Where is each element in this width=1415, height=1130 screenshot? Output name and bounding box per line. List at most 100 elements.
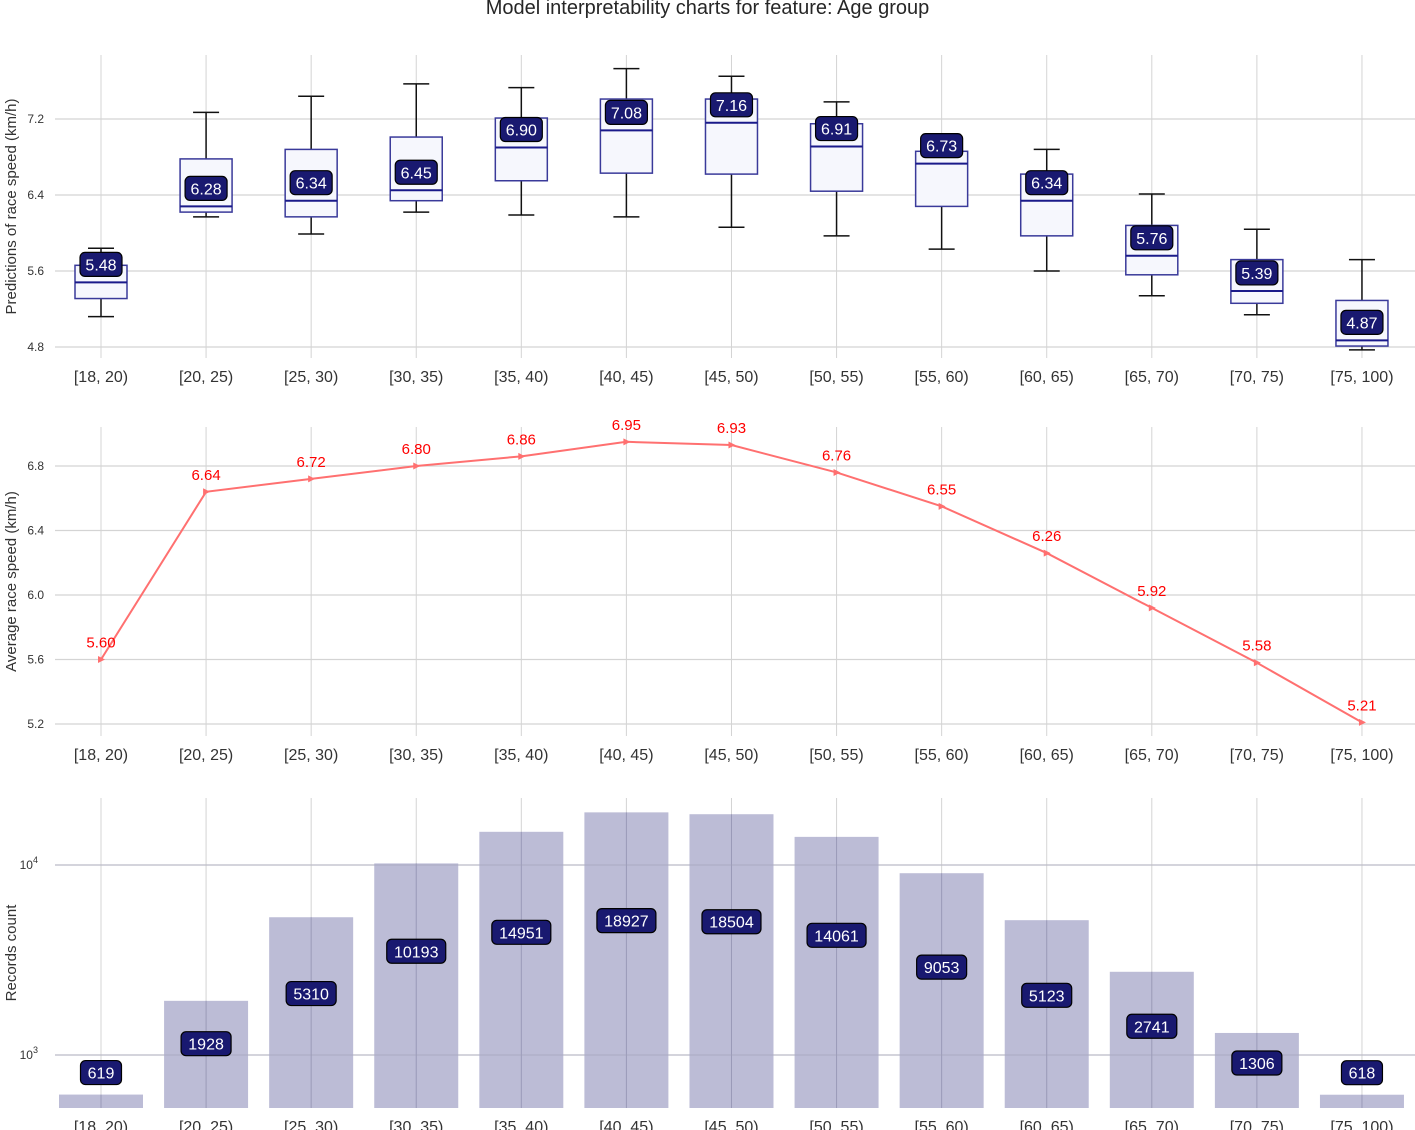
box-2: 6.34 (284, 95, 338, 235)
x-tick-label: [55, 60) (915, 1119, 969, 1130)
count-label-bg (596, 908, 657, 934)
median-label-bg (709, 92, 754, 118)
count-label-bg (386, 938, 447, 964)
count-label-bg (916, 954, 968, 980)
median-label: 6.90 (506, 123, 537, 140)
median-label-bg (604, 99, 649, 126)
x-tick-label: [18, 20) (74, 369, 128, 386)
value-label: 6.80 (402, 441, 431, 458)
count-label-bg (1340, 1060, 1384, 1086)
y-tick-exponent: 3 (33, 1045, 38, 1055)
x-tick-label: [75, 100) (1330, 1119, 1393, 1130)
x-tick-label: [70, 75) (1230, 369, 1284, 386)
y-axis-label: Average race speed (km/h) (3, 491, 20, 672)
count-label: 2741 (1134, 1019, 1170, 1036)
box-3: 6.45 (389, 83, 443, 213)
median-label: 6.91 (821, 122, 852, 139)
count-label: 5123 (1029, 988, 1065, 1005)
y-axis-label: Predictions of race speed (km/h) (3, 99, 20, 315)
count-label: 14061 (814, 928, 859, 945)
x-tick-label: [70, 75) (1230, 1119, 1284, 1130)
value-label: 6.93 (717, 420, 746, 437)
x-tick-label: [45, 50) (704, 1119, 758, 1130)
box-5: 7.08 (599, 67, 654, 218)
x-tick-label: [50, 55) (809, 747, 863, 764)
x-tick-label: [45, 50) (704, 747, 758, 764)
x-tick-label: [40, 45) (599, 369, 653, 386)
x-tick-label: [70, 75) (1230, 747, 1284, 764)
line-marker (833, 468, 841, 476)
x-tick-label: [50, 55) (809, 369, 863, 386)
x-tick-label: [75, 100) (1330, 747, 1393, 764)
value-label: 6.76 (822, 447, 851, 464)
median-label-bg (814, 115, 859, 142)
y-tick-label: 103 (20, 1045, 38, 1062)
median-label: 6.34 (1031, 176, 1062, 193)
count-label-bg (1231, 1050, 1283, 1076)
x-tick-label: [60, 65) (1020, 1119, 1074, 1130)
iqr-box (914, 150, 969, 208)
x-tick-label: [30, 35) (389, 369, 443, 386)
y-tick-label: 6.4 (27, 188, 44, 202)
median-label-bg (394, 159, 438, 185)
x-tick-label: [18, 20) (74, 747, 128, 764)
line-marker (1358, 718, 1366, 726)
x-tick-label: [35, 40) (494, 747, 548, 764)
line-marker (413, 462, 421, 470)
median-label: 6.34 (296, 176, 327, 193)
median-label-bg (1235, 260, 1279, 286)
x-tick-label: [50, 55) (809, 1119, 863, 1130)
x-tick-label: [45, 50) (704, 369, 758, 386)
value-label: 6.72 (297, 454, 326, 471)
box-0: 5.48 (74, 247, 128, 318)
median-label: 7.16 (716, 98, 747, 115)
y-tick-label: 6.0 (27, 588, 44, 602)
count-label-bg (285, 980, 337, 1007)
x-tick-label: [35, 40) (494, 1119, 548, 1130)
box-1: 6.28 (179, 111, 233, 218)
box-7: 6.91 (809, 101, 864, 237)
x-tick-label: [20, 25) (179, 369, 233, 386)
figure-title: Model interpretability charts for featur… (485, 0, 930, 19)
x-tick-label: [18, 20) (74, 1119, 128, 1130)
x-tick-label: [60, 65) (1020, 369, 1074, 386)
count-label: 1928 (188, 1037, 224, 1054)
x-tick-label: [40, 45) (599, 1119, 653, 1130)
value-label: 6.26 (1032, 528, 1061, 545)
line-marker (308, 475, 316, 483)
median-label-bg (79, 251, 123, 277)
value-label: 5.60 (86, 635, 115, 652)
y-axis-label: Records count (3, 904, 20, 1002)
x-tick-label: [25, 30) (284, 1119, 338, 1130)
line-marker (518, 452, 526, 460)
count-label: 18504 (709, 915, 754, 932)
value-label: 6.55 (927, 481, 956, 498)
median-label: 5.48 (85, 257, 116, 274)
count-label-bg (180, 1031, 232, 1057)
median-label-bg (1130, 225, 1174, 251)
count-label: 5310 (293, 987, 329, 1004)
count-label: 618 (1349, 1066, 1376, 1083)
count-label: 9053 (924, 960, 960, 977)
median-label-bg (1340, 309, 1384, 335)
x-tick-label: [55, 60) (915, 369, 969, 386)
value-label: 5.92 (1137, 583, 1166, 600)
x-tick-label: [20, 25) (179, 1119, 233, 1130)
y-tick-label: 6.4 (27, 524, 44, 538)
median-label-bg (499, 116, 543, 143)
x-tick-label: [65, 70) (1125, 747, 1179, 764)
median-label: 6.28 (191, 181, 222, 198)
count-label: 18927 (604, 914, 649, 931)
line-marker (1253, 659, 1261, 667)
value-label: 5.21 (1347, 697, 1376, 714)
y-tick-label: 4.8 (27, 340, 44, 354)
count-label-bg (806, 922, 867, 948)
x-tick-label: [20, 25) (179, 747, 233, 764)
y-tick-label: 7.2 (27, 112, 44, 126)
box-9: 6.34 (1019, 148, 1074, 272)
count-label-bg (491, 919, 552, 945)
panel-1: 4.8 5.6 6.4 7.2 [18, 20) [20, 25) [25, 30) [30,… (3, 55, 1415, 386)
median-label-bg (920, 133, 964, 159)
y-tick-label: 5.2 (27, 717, 44, 731)
